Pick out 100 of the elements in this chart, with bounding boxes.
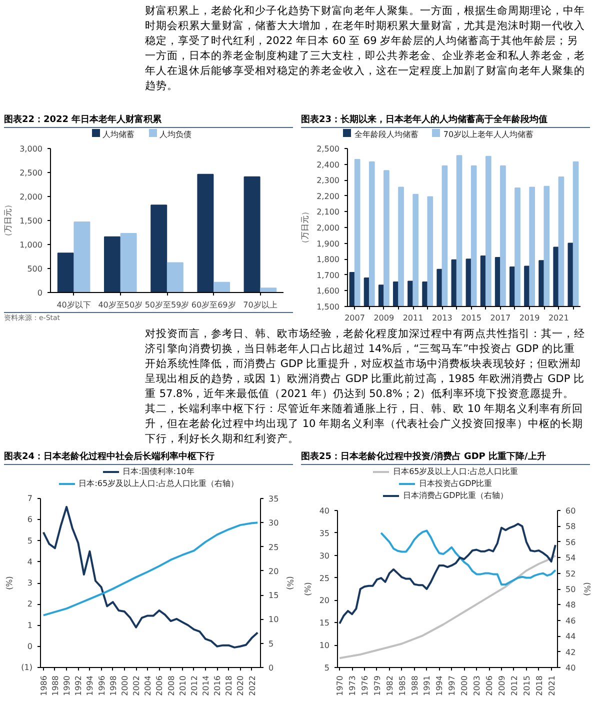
x-tick-label: 40岁以下 (56, 300, 91, 310)
y-tick-label: 500 (27, 264, 43, 274)
y2-tick-label: 20 (268, 566, 279, 576)
bar (260, 288, 277, 292)
x-tick-label: 1988 (410, 676, 420, 696)
legend-label: 日本消费占GDP比重（右轴） (402, 490, 510, 502)
y-axis-title: （万日元） (4, 200, 13, 240)
x-tick-label: 1998 (108, 676, 118, 696)
y-tick-label: 2,000 (20, 192, 43, 202)
x-tick-label: 1979 (372, 676, 382, 696)
x-tick-label: 1994 (435, 676, 444, 696)
y-tick-label: 5 (324, 664, 330, 672)
bar (150, 204, 168, 292)
x-tick-label: 1970 (336, 676, 345, 696)
y-tick-label: 3 (27, 578, 33, 588)
x-tick-label: 2000 (120, 676, 130, 696)
x-tick-label: 2013 (432, 314, 452, 322)
line-series (42, 522, 259, 616)
chart-title: 图表24：日本老龄化过程中社会后长端利率中枢下行 (4, 451, 215, 464)
x-tick-label: 2000 (460, 676, 470, 696)
x-tick-label: 2021 (547, 676, 556, 696)
legend-label: 全年龄段人均储蓄 (353, 129, 418, 141)
legend-label: 70岁以上老年人人均储蓄 (442, 129, 534, 141)
bar (120, 232, 137, 292)
y-tick-label: 4 (27, 557, 33, 566)
x-tick-label: 70岁以上 (243, 300, 278, 310)
y-axis-title: (%) (303, 582, 312, 596)
y2-tick-label: 30 (268, 518, 279, 528)
line-series (42, 506, 259, 648)
y2-tick-label: 46 (566, 616, 576, 626)
y-tick-label: 1,500 (20, 216, 43, 226)
y2-tick-label: 50 (566, 585, 576, 594)
y-tick-label: 2,500 (20, 168, 43, 178)
x-tick-label: 2004 (144, 676, 153, 696)
y2-tick-label: 35 (268, 494, 279, 504)
x-tick-label: 2020 (236, 676, 246, 696)
x-tick-label: 2006 (485, 676, 494, 696)
bar (104, 236, 120, 292)
x-tick-label: 2021 (548, 314, 569, 322)
legend-label: 人均储蓄 (102, 129, 134, 141)
x-tick-label: 50岁至59岁 (144, 300, 190, 310)
x-tick-label: 2015 (522, 676, 532, 696)
y2-tick-label: 40 (566, 664, 576, 672)
y-tick-label: 6 (27, 515, 33, 524)
x-tick-label: 2015 (461, 314, 482, 322)
x-tick-label: 1992 (74, 676, 84, 696)
x-tick-label: 2022 (248, 676, 257, 696)
y-tick-label: 1,500 (316, 302, 340, 312)
y-tick-label: 1,700 (316, 270, 340, 280)
y-tick-label: 0 (27, 642, 33, 651)
y-tick-label: 2,000 (316, 224, 340, 232)
x-tick-label: 1986 (39, 676, 48, 696)
x-tick-label: 40岁至50岁 (98, 300, 143, 310)
x-tick-label: 2003 (472, 676, 482, 696)
legend-label: 人均负债 (158, 129, 192, 141)
legend-label: 日本:65岁及以上人口:占总人口比重（右轴） (78, 478, 238, 490)
y-tick-label: 5 (27, 536, 33, 546)
x-tick-label: 2002 (132, 676, 142, 696)
bar (244, 176, 260, 292)
x-tick-label: 2018 (224, 676, 234, 696)
bar (197, 174, 214, 292)
y-tick-label: 10 (319, 641, 330, 650)
chart-title: 图表22：2022 年日本老年人财富积累 (4, 114, 162, 127)
x-tick-label: 2012 (510, 676, 519, 696)
x-tick-label: 1988 (50, 676, 60, 696)
x-tick-label: 2017 (490, 314, 511, 322)
chart-title: 图表25：日本老龄化过程中投资/消费占 GDP 比重下降/上升 (301, 451, 546, 464)
y2-tick-label: 0 (268, 664, 274, 672)
y-tick-label: 2,300 (316, 176, 340, 186)
y2-tick-label: 42 (566, 648, 576, 657)
x-tick-label: 1997 (448, 676, 457, 696)
y-tick-label: 25 (319, 574, 330, 583)
chart-title: 图表23：长期以来，日本老年人的人均储蓄高于全年龄段均值 (301, 114, 548, 127)
y-tick-label: (1) (21, 663, 33, 672)
line-series (338, 554, 556, 660)
x-tick-label: 2009 (374, 314, 394, 322)
y-tick-label: 2,200 (316, 192, 340, 201)
y2-axis-title: (%) (286, 576, 295, 590)
y-tick-label: 7 (27, 494, 33, 503)
y-tick-label: 3,000 (20, 144, 43, 154)
x-tick-label: 1985 (398, 676, 407, 696)
y2-tick-label: 58 (566, 522, 576, 532)
x-tick-label: 2010 (178, 676, 188, 696)
y-tick-label: 2,400 (316, 160, 340, 170)
x-tick-label: 1990 (62, 676, 72, 696)
y2-tick-label: 25 (268, 542, 279, 552)
y-tick-label: 1,000 (20, 240, 43, 250)
y2-tick-label: 15 (268, 591, 279, 600)
legend-label: 日本:国债利率:10年 (122, 466, 196, 478)
x-tick-label: 2012 (190, 676, 199, 696)
y-tick-label: 2,100 (316, 208, 340, 217)
x-tick-label: 1996 (97, 676, 106, 696)
bar (166, 262, 184, 292)
y2-tick-label: 5 (268, 639, 274, 648)
x-tick-label: 2011 (402, 314, 424, 322)
x-tick-label: 2006 (155, 676, 164, 696)
line-series (338, 522, 556, 625)
y-axis-title: （万日元） (300, 208, 310, 248)
x-tick-label: 2016 (213, 676, 222, 696)
x-tick-label: 2018 (534, 676, 544, 696)
